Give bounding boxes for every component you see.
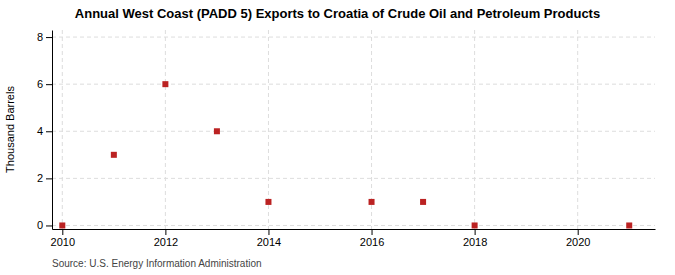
grid-line-x [62,30,63,229]
x-axis: 2010 2012 2014 2016 2018 2020 [51,229,656,248]
x-axis-line [53,229,656,230]
y-tick: 6 [37,78,52,90]
x-tick-mark [372,229,373,235]
grid [52,30,655,229]
y-tick-label: 6 [37,78,43,90]
point [369,199,375,205]
chart-container: 2010 2012 2014 2016 2018 2020 0 2 4 6 8 Annual West… [0,0,675,275]
x-tick-mark [62,229,63,235]
point [420,199,426,205]
marks-inner [59,81,632,228]
x-tick-label: 2020 [566,236,590,248]
y-axis-line [52,31,53,230]
point [626,222,632,228]
x-tick-label: 2014 [257,236,281,248]
x-tick-label: 2016 [360,236,384,248]
y-tick-mark [46,225,52,226]
y-tick: 4 [37,125,52,137]
grid-line-y [52,37,655,38]
y-tick-mark [46,131,52,132]
y-tick-mark [46,37,52,38]
chart-svg: 2010 2012 2014 2016 2018 2020 0 2 4 6 8 Annual West… [0,0,675,275]
x-tick-mark [165,229,166,235]
x-tick: 2016 [360,229,384,248]
point [472,222,478,228]
y-axis: 0 2 4 6 8 [37,31,53,232]
y-axis-title: Thousand Barrels [4,86,16,173]
point [162,81,168,87]
point [59,222,65,228]
grid-line-y [52,225,655,226]
x-tick-mark [578,229,579,235]
y-tick-label: 8 [37,31,43,43]
x-tick: 2010 [51,229,75,248]
point [214,128,220,134]
grid-line-y [52,178,655,179]
grid-line-x [474,30,475,229]
x-tick: 2012 [154,229,178,248]
x-tick: 2014 [257,229,281,248]
source: Source: U.S. Energy Information Administ… [52,258,262,269]
x-tick: 2020 [566,229,590,248]
x-tick-label: 2010 [51,236,75,248]
x-tick-mark [268,229,269,235]
y-tick-mark [46,84,52,85]
y-tick-label: 0 [37,219,43,231]
x-tick-label: 2018 [463,236,487,248]
point [111,152,117,158]
y-tick-label: 2 [37,172,43,184]
marks [59,81,632,228]
grid-line-y [52,84,655,85]
y-tick-mark [46,178,52,179]
grid-line-x [577,30,578,229]
x-tick: 2018 [463,229,487,248]
y-tick: 0 [37,219,52,231]
y-tick: 8 [37,31,52,43]
x-tick-label: 2012 [154,236,178,248]
y-tick-label: 4 [37,125,43,137]
y-tick: 2 [37,172,52,184]
plot: 2010 2012 2014 2016 2018 2020 0 2 4 6 8 [37,30,656,248]
grid-line-x [165,30,166,229]
x-tick-mark [475,229,476,235]
grid-line-y [52,131,655,132]
title: Annual West Coast (PADD 5) Exports to Cr… [75,6,600,21]
point [265,199,271,205]
